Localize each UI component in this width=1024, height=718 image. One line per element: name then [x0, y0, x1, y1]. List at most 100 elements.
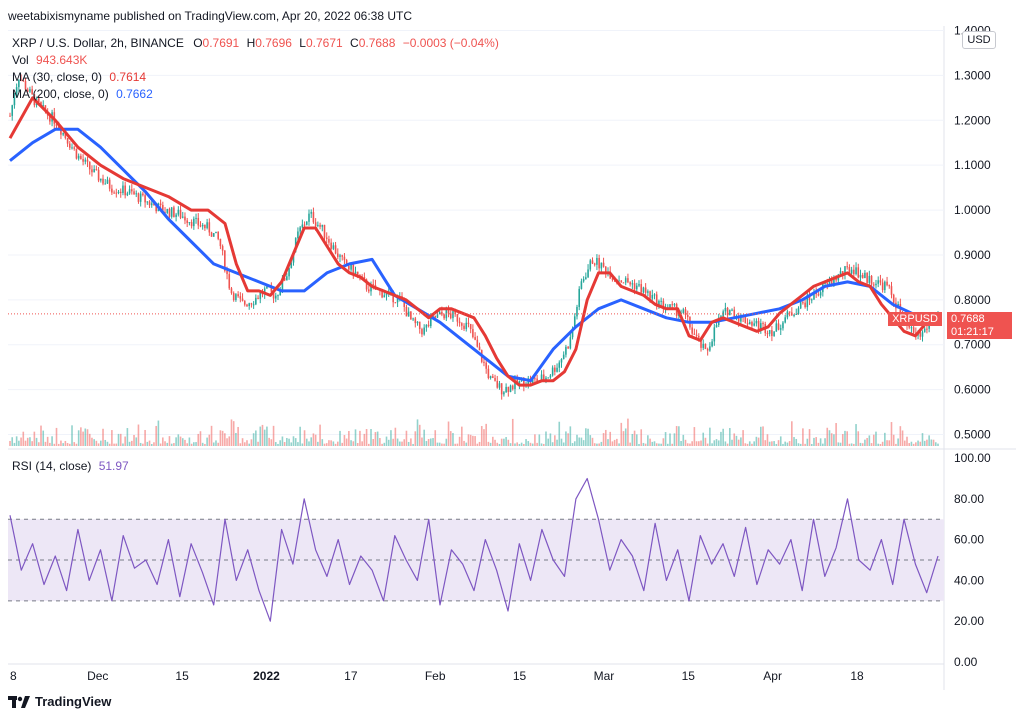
- candle-body: [695, 334, 698, 336]
- currency-badge[interactable]: USD: [962, 31, 996, 49]
- legend-symbol[interactable]: XRP / U.S. Dollar, 2h, BINANCE: [12, 36, 184, 50]
- volume-bar: [755, 436, 758, 446]
- candle-body: [197, 217, 200, 226]
- volume-bar: [199, 431, 202, 446]
- volume-bar: [168, 436, 171, 446]
- volume-bar: [392, 438, 394, 446]
- candle-body: [853, 269, 855, 275]
- volume-bar: [303, 430, 306, 446]
- volume-bar: [538, 434, 541, 446]
- candle-body: [483, 361, 485, 363]
- volume-bar: [598, 443, 600, 446]
- candle-body: [188, 222, 191, 224]
- volume-bar: [496, 442, 499, 446]
- volume-bar: [418, 424, 421, 446]
- volume-bar: [498, 443, 501, 446]
- volume-bar: [204, 443, 206, 446]
- candle-body: [367, 289, 370, 292]
- volume-bar: [830, 433, 833, 446]
- price-tick-label: 1.0000: [954, 203, 991, 217]
- candle-body: [91, 169, 93, 173]
- volume-bar: [653, 441, 656, 446]
- published-caption: weetabixismyname published on TradingVie…: [8, 9, 413, 23]
- volume-bar: [356, 443, 359, 446]
- candle-body: [314, 222, 317, 226]
- volume-bar: [494, 439, 496, 446]
- candle-body: [383, 295, 386, 298]
- candle-body: [162, 205, 164, 213]
- candle-body: [558, 362, 561, 368]
- volume-bar: [438, 442, 441, 446]
- candle-body: [343, 256, 346, 261]
- volume-bar: [651, 441, 654, 446]
- candle-body: [658, 300, 660, 307]
- candle-body: [514, 379, 516, 390]
- volume-bar: [607, 439, 609, 446]
- volume-bar: [261, 424, 264, 446]
- volume-bar: [735, 435, 738, 446]
- legend-vol-label[interactable]: Vol: [12, 53, 29, 67]
- volume-bar: [813, 437, 815, 446]
- candle-body: [669, 304, 671, 308]
- volume-bar: [292, 436, 295, 446]
- volume-bar: [511, 418, 514, 446]
- candle-body: [37, 98, 40, 103]
- volume-bar: [587, 428, 589, 446]
- volume-bar: [336, 441, 339, 446]
- volume-bar: [432, 438, 434, 446]
- candle-body: [71, 147, 73, 149]
- candle-body: [702, 343, 705, 348]
- volume-bar: [181, 438, 184, 446]
- volume-bar: [647, 435, 649, 446]
- volume-bar: [799, 443, 802, 446]
- volume-bar: [742, 430, 744, 446]
- candle-body: [888, 285, 891, 287]
- candle-body: [569, 337, 572, 349]
- volume-bar: [888, 440, 891, 446]
- candle-body: [403, 300, 406, 307]
- candle-body: [875, 283, 877, 286]
- legend-rsi-label[interactable]: RSI (14, close): [12, 459, 92, 473]
- candle-body: [13, 97, 16, 106]
- volume-bar: [155, 425, 157, 446]
- legend-ma200-label[interactable]: MA (200, close, 0): [12, 87, 109, 101]
- rsi-line: [9, 477, 939, 622]
- volume-bar: [507, 439, 510, 446]
- candle-body: [230, 288, 233, 294]
- volume-bar: [531, 443, 534, 446]
- candle-body: [73, 147, 76, 149]
- candle-body: [611, 278, 614, 280]
- footer-brand[interactable]: TradingView: [8, 694, 111, 709]
- candle-body: [627, 278, 629, 283]
- candle-body: [135, 193, 138, 195]
- candle-body: [104, 183, 107, 185]
- candle-body: [334, 245, 337, 254]
- volume-bar: [593, 443, 596, 446]
- candle-body: [310, 212, 313, 214]
- volume-bar: [263, 429, 266, 446]
- volume-bar: [793, 437, 795, 446]
- volume-bar: [558, 421, 561, 446]
- volume-bar: [443, 443, 445, 446]
- volume-bar: [208, 434, 211, 446]
- legend-c-value: 0.7688: [358, 36, 396, 50]
- volume-bar: [290, 442, 293, 446]
- legend-ma30-label[interactable]: MA (30, close, 0): [12, 70, 103, 84]
- volume-bar: [839, 442, 842, 446]
- volume-bar: [483, 429, 485, 446]
- candle-body: [746, 322, 749, 325]
- volume-bar: [698, 441, 700, 446]
- candle-body: [757, 320, 760, 330]
- volume-bar: [773, 441, 775, 446]
- candle-body: [649, 291, 651, 299]
- candle-body: [631, 283, 634, 285]
- candle-body: [881, 282, 884, 291]
- volume-bar: [135, 437, 138, 446]
- volume-bar: [104, 439, 107, 446]
- candle-body: [828, 279, 831, 284]
- candle-body: [651, 295, 654, 299]
- volume-bar: [503, 438, 505, 446]
- volume-bar: [775, 443, 778, 446]
